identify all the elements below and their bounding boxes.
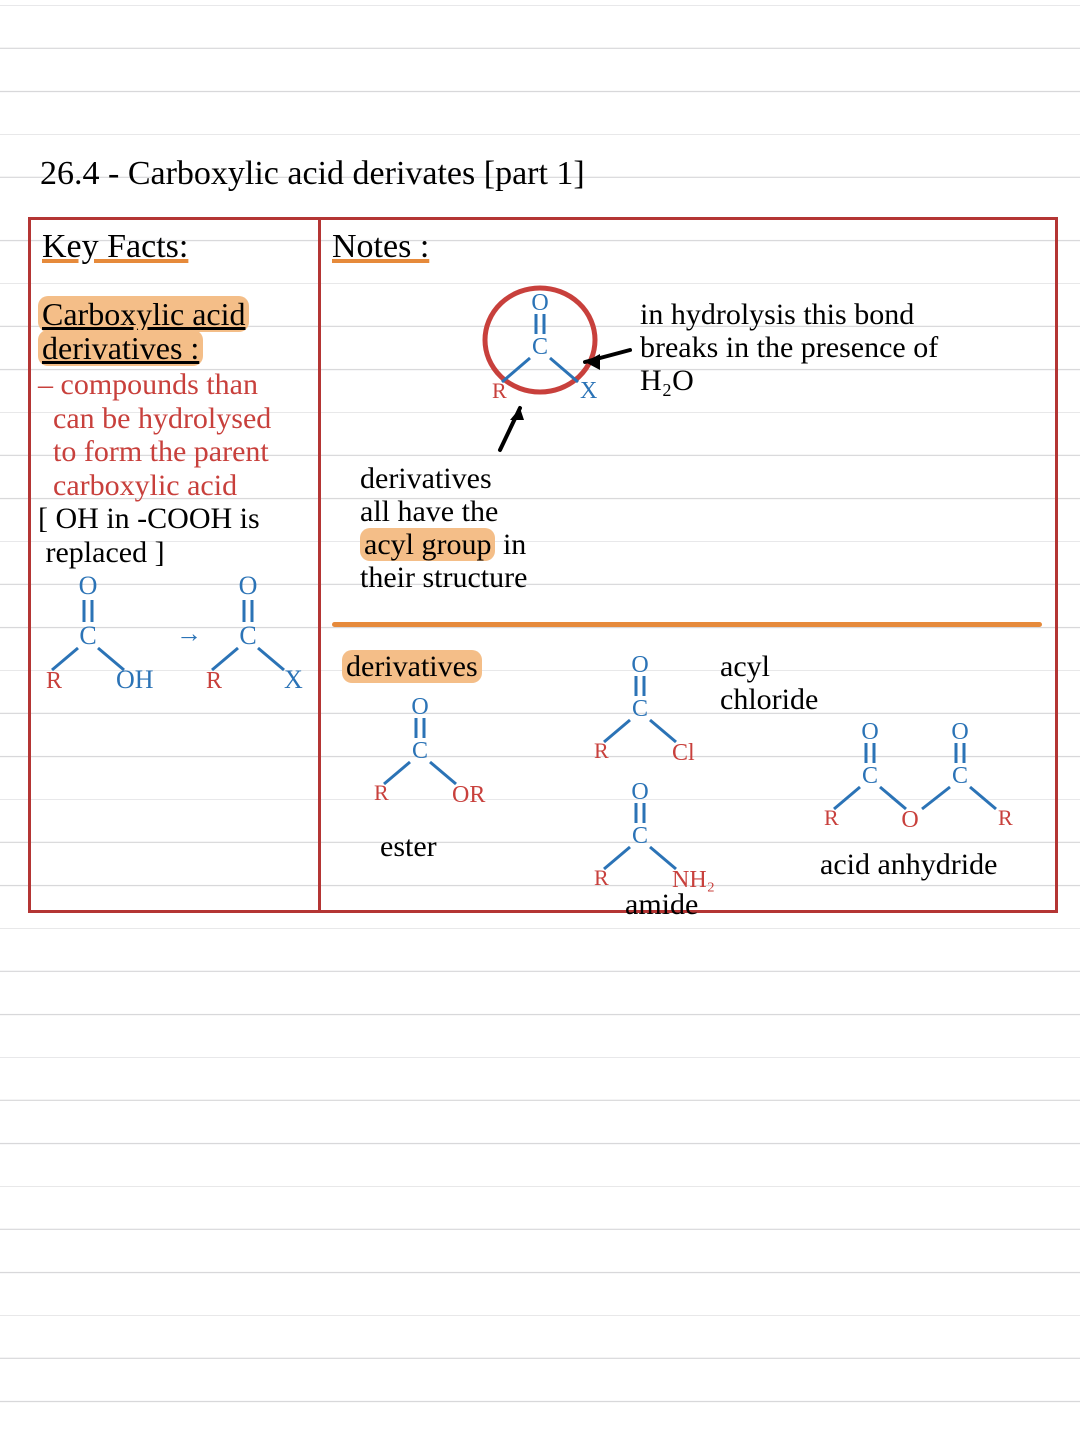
acyl-l1: derivatives [360,462,492,495]
anhydride-label: acid anhydride [820,848,997,881]
svg-text:C: C [632,696,648,722]
svg-text:C: C [79,621,96,650]
kf-l1: compounds than [61,368,258,401]
svg-text:O: O [239,571,258,600]
kf-l4: carboxylic acid [53,469,237,502]
svg-text:C: C [862,763,878,789]
svg-text:R: R [374,780,389,805]
svg-text:O: O [631,779,648,805]
kf-l6: replaced ] [46,536,165,569]
hydrolysis-text: in hydrolysis this bond breaks in the pr… [640,298,1040,397]
svg-text:R: R [824,805,839,830]
kf-structures: O C R OH → O C R X [38,570,318,710]
svg-text:C: C [952,763,968,789]
svg-text:C: C [239,621,256,650]
derivatives-heading: derivatives [342,650,482,683]
notes-heading: Notes : [332,228,429,266]
kf-l5: [ OH in -COOH is [38,502,260,535]
notes-acyl-circle: O C R X [420,280,640,470]
svg-text:O: O [951,719,968,745]
svg-text:R: R [206,668,222,694]
amide-label: amide [625,888,698,921]
kf-l3: to form the parent [53,435,269,468]
svg-text:O: O [631,652,648,678]
svg-text:O: O [861,719,878,745]
keyfacts-heading: Key Facts: [42,228,188,266]
svg-text:X: X [580,378,597,404]
svg-text:C: C [412,738,428,764]
svg-text:X: X [284,665,303,694]
svg-text:R: R [46,668,62,694]
anhydride-structure: O C R O O C R [810,715,1060,865]
kf-l2: can be hydrolysed [53,402,271,435]
hyd-l1: in hydrolysis this bond [640,298,914,331]
orange-divider [332,622,1042,627]
svg-text:R: R [594,865,609,890]
hyd-l3: H₂O [640,364,694,397]
highlight-carboxylic: Carboxylic acid [38,296,249,332]
svg-text:R: R [998,805,1013,830]
svg-text:→: → [176,619,202,648]
highlight-derivatives: derivatives : [38,330,203,366]
acyl-l3b: in [495,528,526,561]
acyl-text: derivatives all have the acyl group in t… [360,462,620,594]
svg-text:O: O [531,290,548,316]
svg-text:C: C [532,334,548,360]
acyl-l4: their structure [360,561,527,594]
dash: – [38,368,61,401]
keyfacts-subtitle: Carboxylic acid derivatives : [38,298,249,365]
acyl-highlight: acyl group [360,528,495,561]
svg-text:Cl: Cl [672,740,695,766]
svg-text:O: O [901,807,918,833]
page-title: 26.4 - Carboxylic acid derivates [part 1… [40,155,585,193]
svg-text:R: R [492,378,507,403]
svg-text:C: C [632,823,648,849]
svg-text:O: O [79,571,98,600]
acl-l1: acyl [720,650,770,683]
svg-text:OH: OH [116,665,154,694]
acl-l2: chloride [720,683,818,716]
svg-text:OR: OR [452,782,485,808]
hyd-l2: breaks in the presence of [640,331,938,364]
acyl-l2: all have the [360,495,498,528]
acylchloride-label: acyl chloride [720,650,818,716]
deriv-highlight: derivatives [342,650,482,683]
ester-label: ester [380,830,437,863]
svg-text:R: R [594,738,609,763]
keyfacts-body: – compounds than can be hydrolysed to fo… [38,368,313,570]
svg-text:O: O [411,694,428,720]
